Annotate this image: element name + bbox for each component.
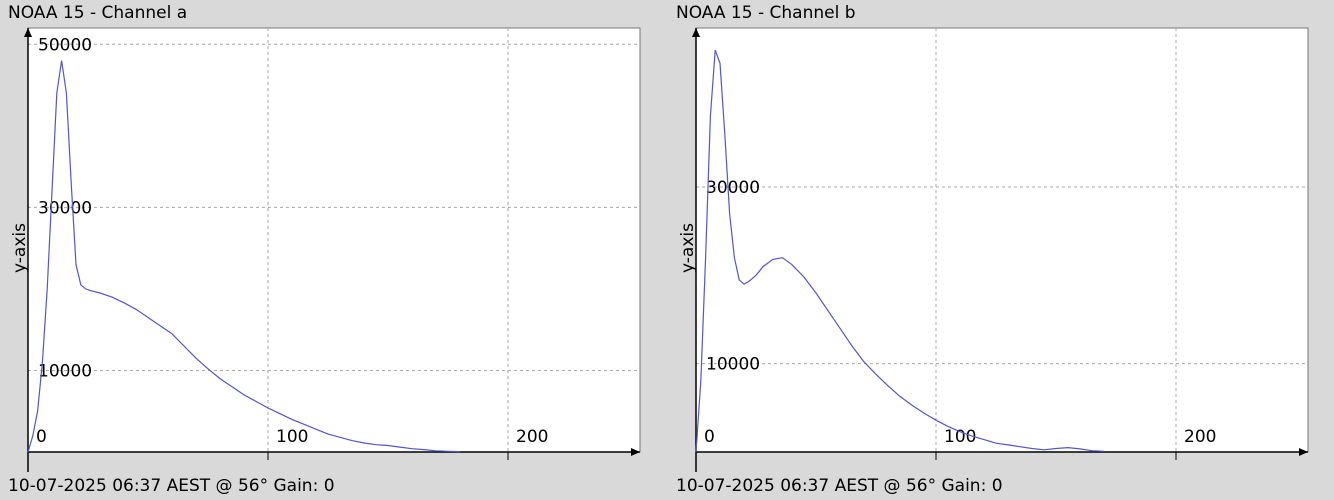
x-tick-label: 200 (1184, 427, 1216, 447)
y-tick-label: 50000 (38, 35, 92, 55)
chart-footer-status: 10-07-2025 06:37 AEST @ 56° Gain: 0 (676, 476, 1003, 496)
chart-panel-channel-a: NOAA 15 - Channel a y-axis 0 100 200 10000 3… (0, 0, 641, 500)
y-tick-label: 30000 (38, 198, 92, 218)
chart-title: NOAA 15 - Channel b (676, 3, 856, 23)
plot-background (695, 27, 1309, 453)
series-line (27, 60, 461, 453)
y-tick-label: 10000 (38, 361, 92, 381)
x-tick-label: 100 (944, 427, 976, 447)
plot-background (27, 27, 641, 453)
chart-panel-channel-b: NOAA 15 - Channel b y-axis 0 100 200 10000 3… (668, 0, 1309, 500)
y-axis-arrow (24, 28, 32, 37)
chart-plot-area: 0 100 200 10000 30000 (692, 27, 1309, 472)
series-line (695, 49, 1105, 453)
chart-plot-area: 0 100 200 10000 30000 50000 (24, 27, 641, 472)
x-tick-label: 0 (704, 427, 715, 447)
chart-title: NOAA 15 - Channel a (8, 3, 188, 23)
x-axis-arrow (631, 448, 640, 456)
y-tick-label: 10000 (706, 355, 760, 375)
x-tick-label: 200 (516, 427, 548, 447)
x-tick-label: 0 (36, 427, 47, 447)
y-axis-arrow (692, 28, 700, 37)
chart-footer-status: 10-07-2025 06:37 AEST @ 56° Gain: 0 (8, 476, 335, 496)
x-axis-arrow (1299, 448, 1308, 456)
x-tick-label: 100 (276, 427, 308, 447)
y-tick-label: 30000 (706, 178, 760, 198)
